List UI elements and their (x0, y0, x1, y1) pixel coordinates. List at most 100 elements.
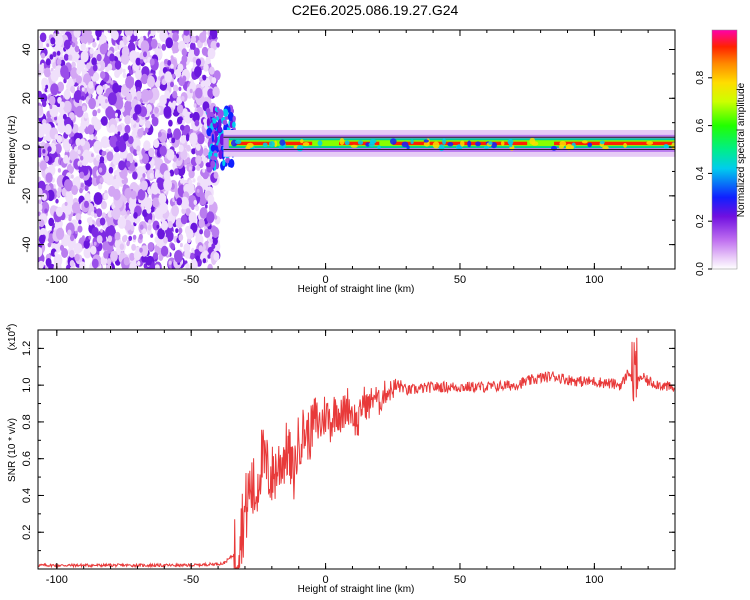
noise-blob (168, 260, 172, 265)
noise-blob (141, 89, 150, 103)
burst-blob (206, 107, 211, 115)
noise-blob (80, 43, 86, 51)
noise-blob (54, 133, 59, 140)
noise-blob (44, 78, 47, 83)
noise-blob (192, 56, 197, 63)
noise-blob (150, 233, 154, 238)
noise-blob (188, 166, 192, 171)
noise-blob (51, 243, 55, 249)
noise-blob (95, 208, 103, 218)
heatmap-axes: -100 -50 0 50 100 -40 -20 0 20 40 (21, 30, 676, 286)
noise-blob (207, 88, 214, 98)
noise-blob (105, 173, 114, 186)
snr-series-line (38, 337, 675, 569)
noise-blob (59, 101, 65, 109)
noise-blob (61, 248, 69, 258)
noise-blob (171, 206, 179, 217)
signal-core (392, 141, 528, 146)
burst-blob (218, 149, 224, 160)
noise-blob (75, 138, 81, 146)
band-blob (623, 143, 627, 148)
noise-blob (164, 90, 170, 99)
band-blob (488, 141, 493, 145)
noise-blob (114, 45, 118, 52)
noise-blob (38, 121, 41, 129)
noise-blob (55, 227, 65, 240)
noise-blob (194, 119, 200, 127)
noise-blob (99, 177, 104, 184)
y-tick-label: 40 (21, 43, 33, 55)
noise-blob (156, 224, 160, 229)
noise-blob (191, 148, 196, 155)
noise-blob (127, 136, 134, 145)
noise-blob (117, 216, 127, 229)
noise-blob (143, 140, 151, 151)
noise-blob (135, 57, 141, 66)
noise-blob (83, 112, 89, 119)
noise-blob (170, 243, 175, 250)
noise-blob (180, 149, 188, 160)
noise-blob (38, 187, 43, 197)
noise-blob (158, 254, 164, 261)
noise-blob (64, 123, 72, 135)
noise-blob (164, 59, 168, 65)
x-tick-label: -50 (183, 274, 199, 286)
noise-blob (84, 185, 89, 192)
noise-blob (129, 262, 135, 269)
noise-blob (65, 191, 69, 197)
noise-blob (79, 138, 86, 147)
noise-blob (57, 96, 62, 104)
noise-blob (200, 80, 206, 88)
noise-blob (161, 220, 169, 231)
band-blob (317, 140, 323, 146)
noise-blob (40, 52, 46, 59)
x-tick-label: -100 (46, 574, 68, 586)
burst-blob (218, 141, 222, 151)
noise-blob (216, 42, 220, 48)
noise-blob (76, 54, 80, 59)
chart-title: C2E6.2025.086.19.27.G24 (291, 2, 459, 18)
noise-blob (92, 64, 98, 72)
noise-blob (42, 149, 46, 154)
noise-blob (114, 231, 121, 241)
noise-blob (130, 225, 135, 232)
noise-blob (118, 160, 126, 171)
x-tick-label: -100 (46, 274, 68, 286)
noise-blob (56, 190, 61, 198)
noise-blob (69, 260, 75, 267)
noise-blob (212, 86, 220, 98)
noise-blob (137, 189, 146, 201)
noise-blob (181, 95, 185, 102)
noise-blob (121, 178, 126, 184)
noise-blob (78, 219, 82, 225)
noise-blob (163, 178, 173, 192)
noise-blob (97, 108, 101, 114)
noise-blob (132, 113, 138, 121)
band-blob (423, 139, 429, 143)
noise-blob (183, 243, 191, 253)
noise-blob (124, 115, 131, 125)
noise-blob (170, 81, 174, 88)
snr-y-tick-label: 0.2 (21, 525, 33, 540)
noise-blob (106, 151, 114, 162)
noise-blob (154, 264, 160, 269)
noise-blob (76, 68, 82, 75)
noise-blob (196, 188, 200, 193)
noise-blob (95, 30, 102, 38)
noise-blob (62, 113, 67, 120)
noise-blob (147, 228, 152, 236)
noise-blob (172, 100, 177, 107)
burst-blob (232, 115, 236, 122)
y-tick-label: 20 (21, 92, 33, 104)
noise-blob (189, 113, 193, 119)
noise-blob (146, 50, 151, 57)
noise-blob (67, 229, 72, 236)
noise-blob (64, 179, 74, 192)
band-blob (442, 138, 447, 145)
band-blob (410, 139, 414, 145)
noise-blob (127, 65, 132, 71)
snr-layer (38, 337, 675, 569)
noise-blob (117, 131, 121, 136)
band-blob (279, 139, 286, 146)
noise-blob (63, 139, 67, 144)
